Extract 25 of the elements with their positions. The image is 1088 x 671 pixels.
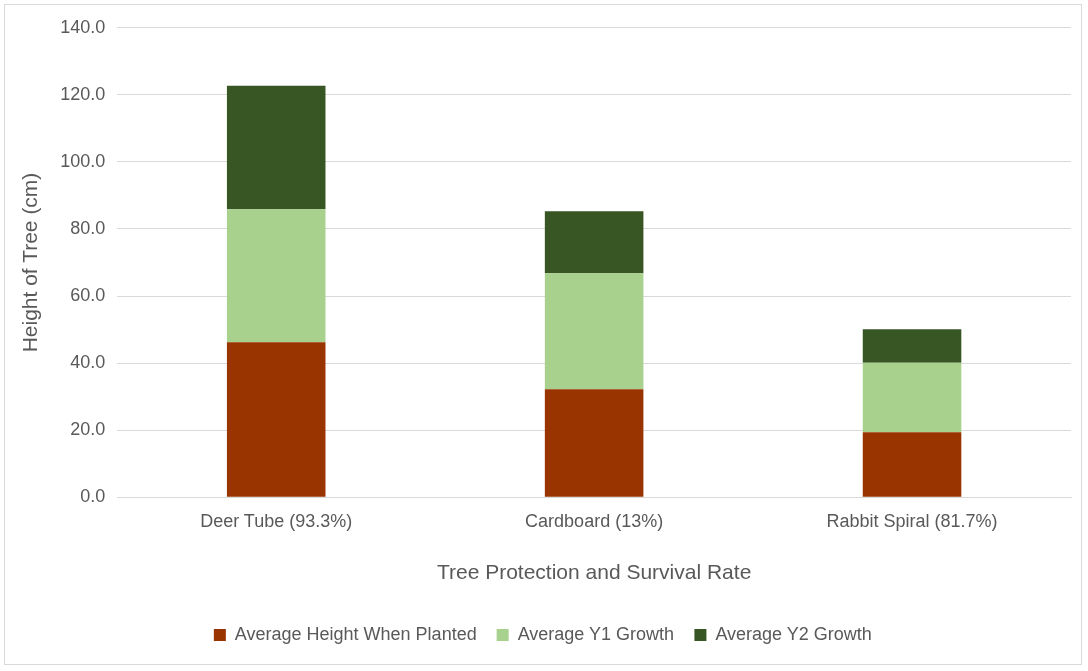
bar [544,273,644,390]
y-tick-label: 80.0 [70,217,106,238]
y-tick-label: 100.0 [60,150,106,171]
legend-label: Average Height When Planted [234,623,477,644]
x-axis-title: Tree Protection and Survival Rate [436,560,752,584]
y-tick-label: 120.0 [60,83,106,104]
x-tick-label: Rabbit Spiral (81.7%) [826,510,998,531]
y-tick-label: 20.0 [70,419,106,440]
legend-label: Average Y1 Growth [517,623,675,644]
x-tick-label: Cardboard (13%) [525,510,664,531]
y-tick-label: 140.0 [60,16,106,37]
bar [862,362,962,433]
bar [226,85,326,210]
y-tick-label: 40.0 [70,352,106,373]
x-tick-label: Deer Tube (93.3%) [200,510,353,531]
bar [226,342,326,497]
y-tick-label: 0.0 [80,486,106,507]
bar [862,329,962,363]
y-axis-title: Height of Tree (cm) [18,172,42,353]
bar [544,211,644,274]
legend-label: Average Y2 Growth [715,623,872,644]
y-tick-label: 60.0 [70,285,106,305]
bar [862,432,962,497]
bar [226,209,326,343]
bar [544,389,644,497]
